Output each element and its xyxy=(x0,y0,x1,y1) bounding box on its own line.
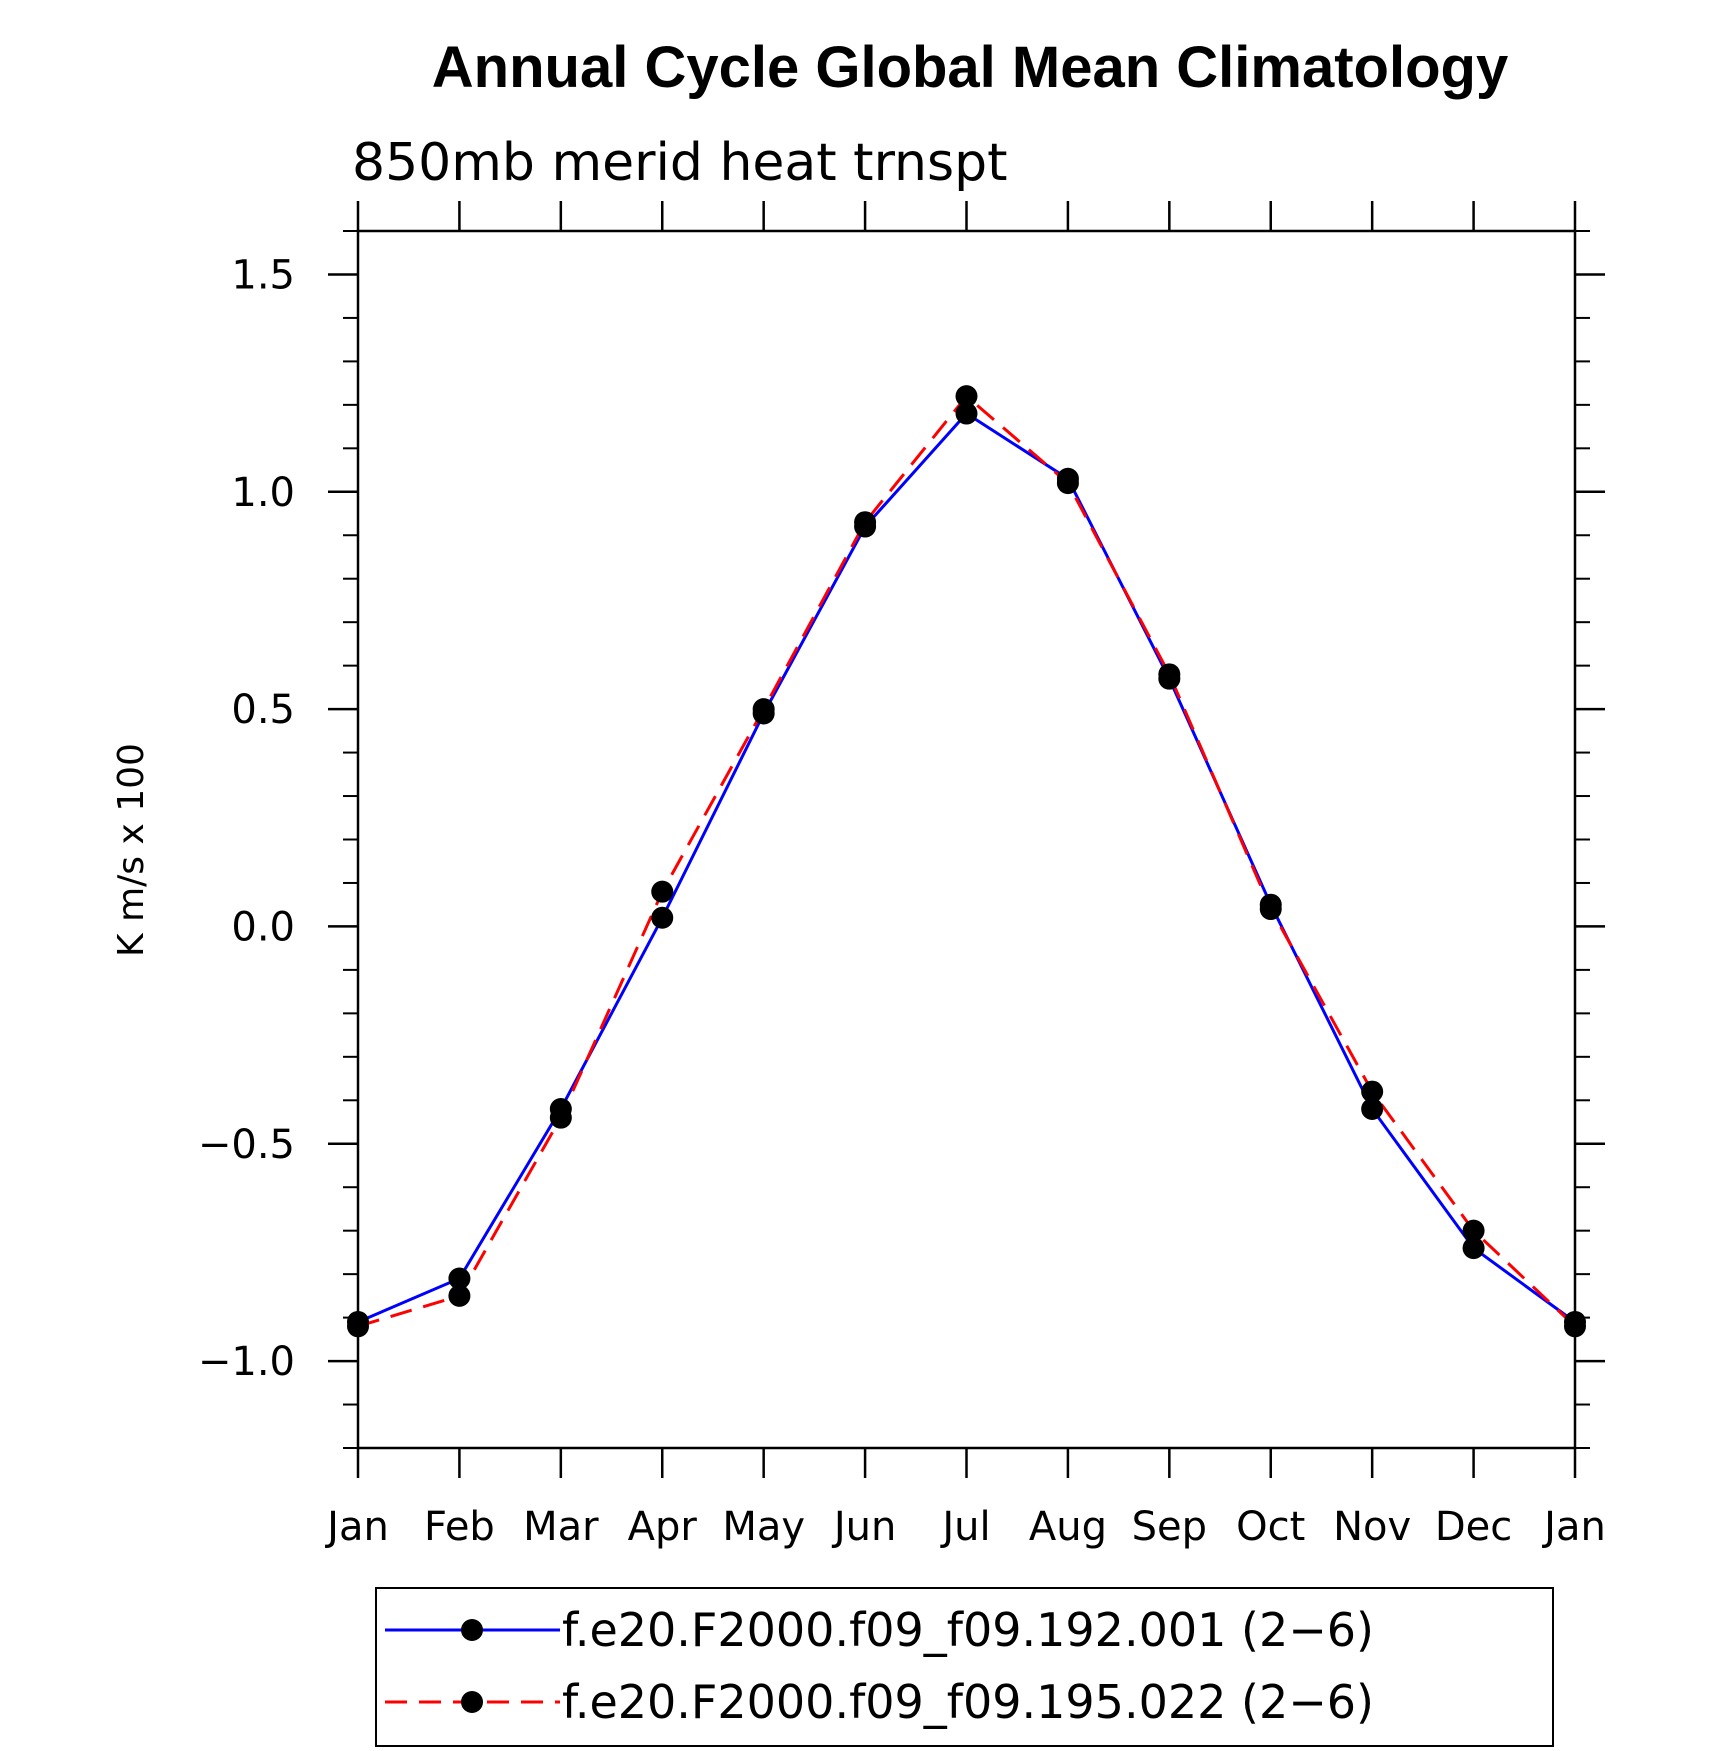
x-tick-label: Aug xyxy=(1029,1504,1107,1550)
legend: f.e20.F2000.f09_f09.192.001 (2−6) f.e20.… xyxy=(375,1587,1554,1747)
x-tick-label: Sep xyxy=(1132,1504,1207,1550)
x-tick-label: Jul xyxy=(939,1504,990,1550)
x-tick-label: Jan xyxy=(324,1504,389,1550)
x-tick-label: May xyxy=(722,1504,805,1550)
series-1-point xyxy=(1361,1080,1384,1103)
series-line-1 xyxy=(357,394,1577,1328)
y-tick-label: 0.0 xyxy=(231,904,295,950)
series-1-point xyxy=(1462,1219,1485,1242)
series-1-point xyxy=(752,698,775,721)
series-0-point xyxy=(651,906,674,929)
series-layer xyxy=(347,385,1586,1338)
series-0-point xyxy=(448,1267,471,1290)
series-0-point xyxy=(1462,1237,1485,1260)
x-tick-label: Jun xyxy=(831,1504,897,1550)
series-0-point xyxy=(1361,1097,1384,1120)
x-tick-label: Jan xyxy=(1541,1504,1606,1550)
legend-box xyxy=(375,1587,1554,1747)
x-tick-label: Dec xyxy=(1435,1504,1512,1550)
y-tick-label: 0.5 xyxy=(231,687,295,733)
x-tick-label: Apr xyxy=(628,1504,698,1550)
chart-title: Annual Cycle Global Mean Climatology xyxy=(432,35,1508,100)
series-1-point xyxy=(1259,898,1282,921)
y-tick-label: −1.0 xyxy=(198,1339,295,1385)
legend-marker-1 xyxy=(461,1691,483,1713)
x-tick-label: Oct xyxy=(1236,1504,1305,1550)
series-1-point xyxy=(347,1315,369,1338)
series-1-point xyxy=(448,1284,471,1307)
axes: Jan Feb Mar Apr May Jun Jul Aug Sep Oct Nov Dec Jan 1… xyxy=(198,201,1606,1550)
series-1-point xyxy=(549,1106,572,1129)
legend-marker-0 xyxy=(461,1619,483,1641)
series-line-0 xyxy=(357,411,1576,1324)
series-1-point xyxy=(854,511,877,534)
x-tick-label: Feb xyxy=(424,1504,495,1550)
series-1-point xyxy=(1158,663,1181,686)
x-tick-label: Mar xyxy=(523,1504,599,1550)
legend-label-0: f.e20.F2000.f09_f09.192.001 (2−6) xyxy=(562,1603,1374,1657)
series-1-point xyxy=(651,880,674,903)
legend-label-1: f.e20.F2000.f09_f09.195.022 (2−6) xyxy=(562,1675,1374,1729)
series-1-point xyxy=(955,385,978,408)
x-tick-label: Nov xyxy=(1333,1504,1411,1550)
y-tick-label: 1.0 xyxy=(231,470,295,516)
chart-subtitle: 850mb merid heat trnspt xyxy=(352,133,1007,193)
y-tick-label: 1.5 xyxy=(231,252,295,298)
series-1-point xyxy=(1564,1315,1586,1338)
series-0-point xyxy=(955,402,978,425)
y-axis-label: K m/s x 100 xyxy=(111,743,152,957)
y-tick-label: −0.5 xyxy=(198,1122,295,1168)
series-1-point xyxy=(1056,472,1079,495)
